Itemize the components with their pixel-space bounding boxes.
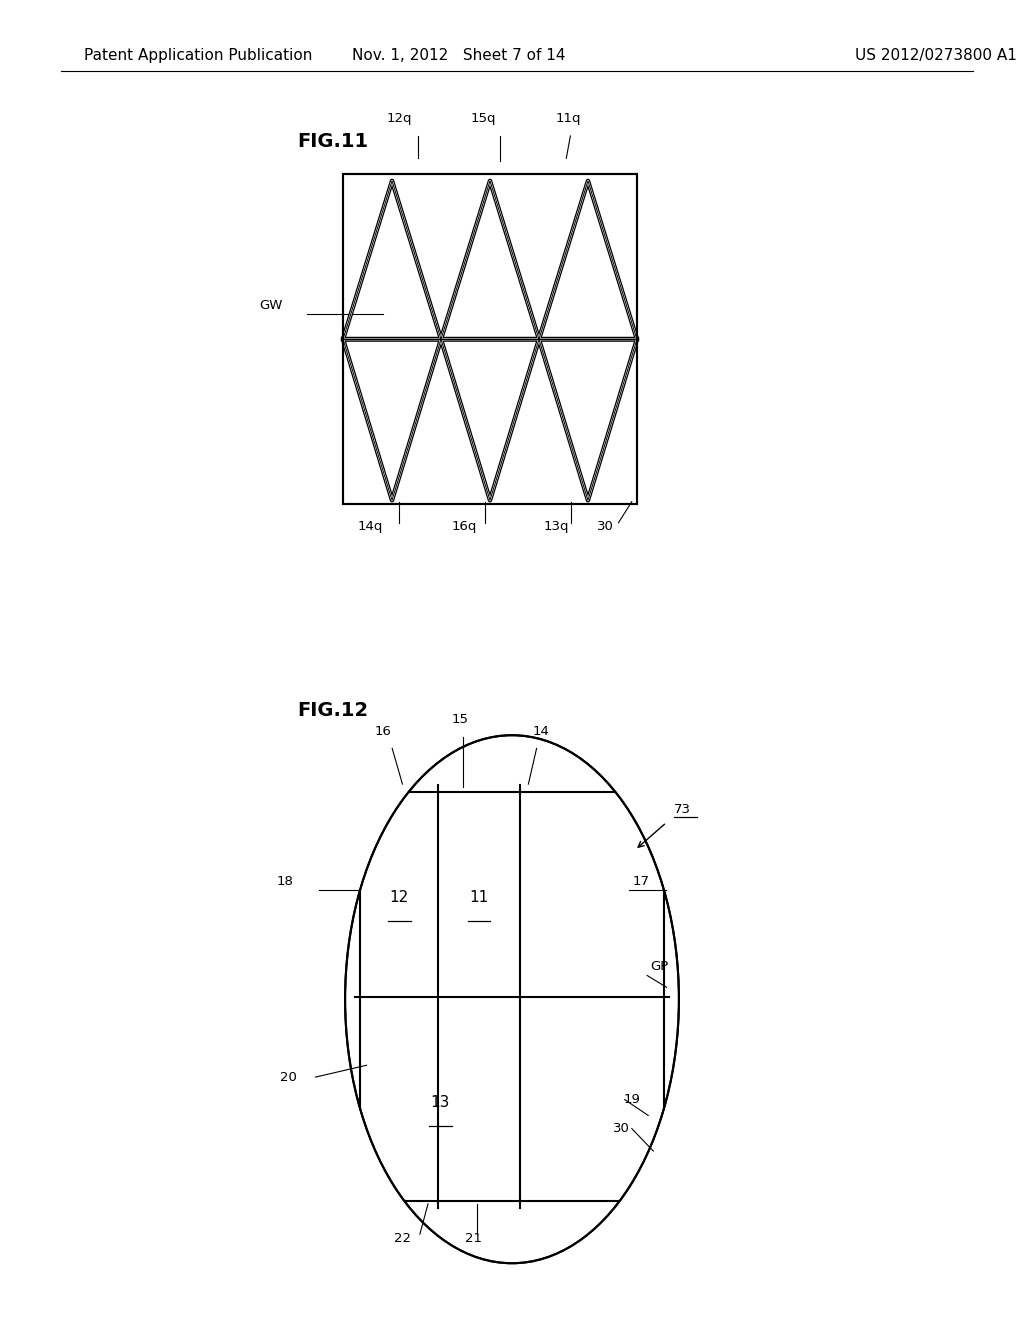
Text: GP: GP: [650, 960, 669, 973]
Text: FIG.12: FIG.12: [297, 701, 368, 719]
Text: FIG.11: FIG.11: [297, 132, 368, 150]
Text: 22: 22: [394, 1232, 411, 1245]
Text: 16: 16: [375, 725, 391, 738]
Bar: [343, 174, 637, 504]
Text: 30: 30: [613, 1122, 630, 1135]
Text: 11: 11: [470, 890, 488, 906]
Text: 12: 12: [390, 890, 409, 906]
Text: 18: 18: [276, 875, 293, 888]
Text: Patent Application Publication: Patent Application Publication: [84, 48, 312, 63]
Text: 15: 15: [452, 713, 468, 726]
Bar: [343, 174, 637, 504]
Text: 11q: 11q: [556, 112, 581, 125]
Text: 20: 20: [281, 1071, 297, 1084]
Text: 12q: 12q: [387, 112, 412, 125]
Text: 15q: 15q: [471, 112, 496, 125]
Text: 30: 30: [597, 520, 613, 533]
Text: 13q: 13q: [544, 520, 568, 533]
Ellipse shape: [345, 735, 679, 1263]
Text: Nov. 1, 2012   Sheet 7 of 14: Nov. 1, 2012 Sheet 7 of 14: [352, 48, 565, 63]
Text: 14q: 14q: [358, 520, 383, 533]
Text: 17: 17: [633, 875, 649, 888]
Text: 13: 13: [431, 1094, 450, 1110]
Text: 21: 21: [465, 1232, 481, 1245]
Text: 16q: 16q: [452, 520, 476, 533]
Text: 19: 19: [624, 1093, 640, 1106]
Text: 14: 14: [532, 725, 549, 738]
Text: US 2012/0273800 A1: US 2012/0273800 A1: [855, 48, 1017, 63]
Text: 73: 73: [674, 803, 691, 816]
Text: GW: GW: [260, 298, 283, 312]
